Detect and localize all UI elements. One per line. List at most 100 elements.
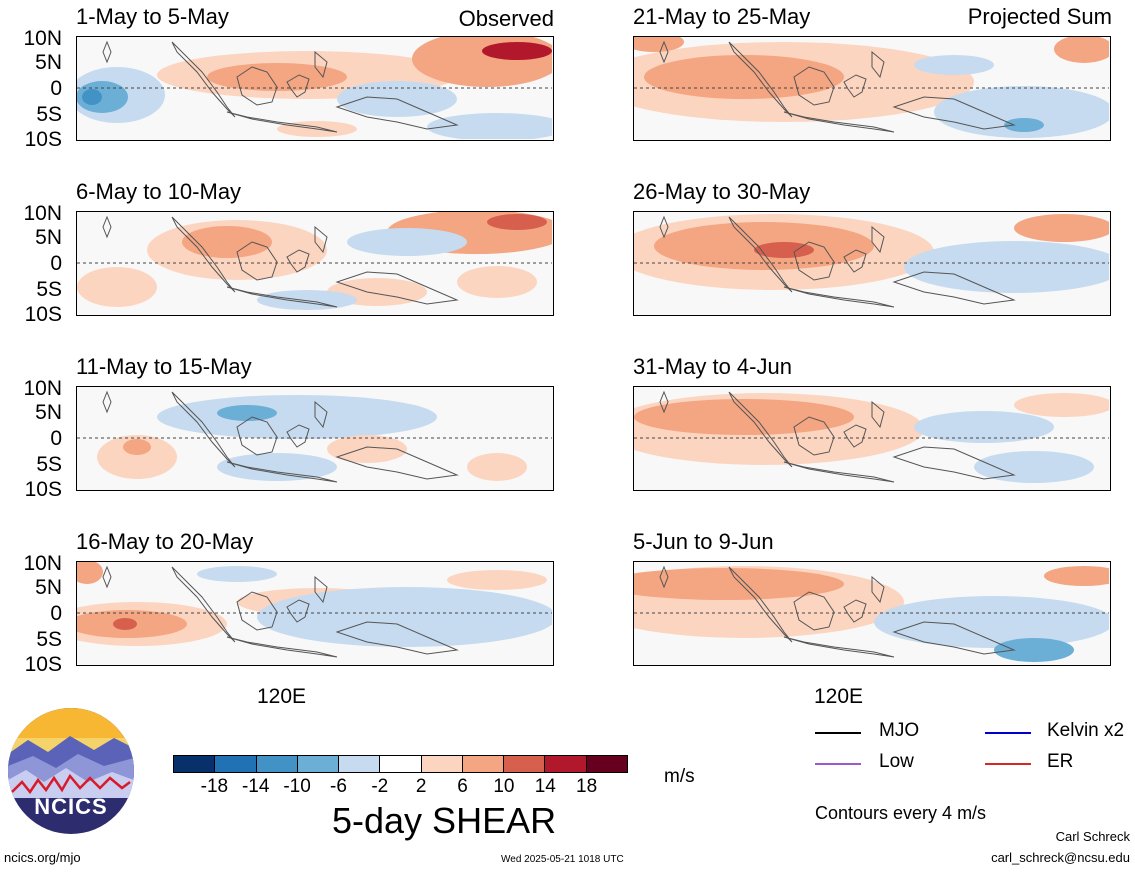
colorbar-tick-label: 14 bbox=[534, 776, 556, 797]
coastline bbox=[226, 111, 338, 133]
lat-label: 5N bbox=[35, 401, 62, 424]
coastline bbox=[226, 636, 338, 658]
lat-label: 10S bbox=[24, 478, 62, 501]
coastline bbox=[314, 50, 328, 79]
colorbar-swatch bbox=[461, 756, 504, 772]
coastline bbox=[659, 215, 669, 239]
legend-line-mjo bbox=[815, 732, 861, 734]
coastline bbox=[286, 424, 310, 448]
map-panel-5 bbox=[633, 36, 1111, 141]
observed-label: Observed bbox=[458, 6, 554, 31]
coastline bbox=[226, 286, 338, 308]
coastline bbox=[871, 575, 885, 604]
projected-sum-label: Projected Sum bbox=[967, 4, 1112, 29]
coastline bbox=[102, 40, 112, 64]
legend-line-low bbox=[815, 763, 861, 765]
coastline bbox=[843, 424, 867, 448]
coastline bbox=[783, 286, 895, 308]
coastline bbox=[226, 461, 338, 483]
coastline bbox=[102, 215, 112, 239]
coastline bbox=[171, 566, 236, 643]
map-panel-2 bbox=[76, 211, 554, 316]
colorbar-tick-label: -6 bbox=[330, 776, 347, 797]
lat-label: 5N bbox=[35, 51, 62, 74]
lat-label: 5S bbox=[36, 103, 62, 126]
lat-label: 10S bbox=[24, 128, 62, 151]
lat-label: 10N bbox=[23, 377, 62, 400]
coastline bbox=[728, 216, 793, 293]
map-panel-8 bbox=[633, 561, 1111, 666]
lon-label-left: 120E bbox=[257, 685, 307, 708]
lat-label: 10N bbox=[23, 552, 62, 575]
panel-title-3: 11-May to 15-May bbox=[76, 354, 252, 379]
colorbar-tick-label: -18 bbox=[200, 776, 229, 797]
colorbar-swatch bbox=[174, 756, 215, 772]
footer-email[interactable]: carl_schreck@ncsu.edu bbox=[991, 850, 1130, 865]
coastline bbox=[335, 96, 459, 130]
footer-author: Carl Schreck bbox=[1055, 829, 1130, 844]
coastline bbox=[892, 621, 1016, 655]
lat-label: 0 bbox=[50, 427, 62, 450]
lat-label: 10S bbox=[24, 303, 62, 326]
lat-label: 5N bbox=[35, 576, 62, 599]
colorbar-units: m/s bbox=[664, 766, 695, 787]
lat-label: 0 bbox=[50, 252, 62, 275]
coastline bbox=[335, 271, 459, 305]
colorbar-tick-label: 2 bbox=[415, 776, 427, 797]
coastline bbox=[871, 400, 885, 429]
coastline bbox=[793, 66, 835, 106]
coastline bbox=[286, 74, 310, 98]
lat-label: 0 bbox=[50, 77, 62, 100]
panel-title-8: 5-Jun to 9-Jun bbox=[633, 529, 774, 554]
coastline bbox=[871, 50, 885, 79]
colorbar-ticks: -18 -14 -10 -6 -2 2 6 10 14 18 bbox=[173, 776, 628, 800]
colorbar-swatch bbox=[338, 756, 380, 772]
colorbar-swatch bbox=[214, 756, 256, 772]
lon-label-right: 120E bbox=[814, 685, 864, 708]
map-panel-3 bbox=[76, 386, 554, 491]
legend-line-kelvin bbox=[985, 732, 1031, 734]
coastline bbox=[659, 390, 669, 414]
colorbar-tick-label: 10 bbox=[493, 776, 515, 797]
footer-url[interactable]: ncics.org/mjo bbox=[4, 850, 81, 865]
coastline bbox=[728, 566, 793, 643]
coastline bbox=[286, 249, 310, 273]
colorbar-swatch bbox=[503, 756, 545, 772]
colorbar-tick-label: 18 bbox=[576, 776, 598, 797]
colorbar-swatch bbox=[255, 756, 297, 772]
coastline bbox=[892, 96, 1016, 130]
lat-label: 10S bbox=[24, 653, 62, 676]
coastline bbox=[314, 575, 328, 604]
legend-label-mjo: MJO bbox=[879, 720, 920, 741]
coastline bbox=[783, 461, 895, 483]
lat-label: 0 bbox=[50, 602, 62, 625]
coastline bbox=[793, 241, 835, 281]
coastline bbox=[783, 111, 895, 133]
coastline bbox=[102, 565, 112, 589]
legend-label-er: ER bbox=[1047, 751, 1074, 772]
panel-title-1: 1-May to 5-May bbox=[76, 4, 229, 29]
colorbar bbox=[173, 755, 628, 773]
lat-label: 5S bbox=[36, 628, 62, 651]
colorbar-tick-label: -10 bbox=[283, 776, 311, 797]
panel-title-6: 26-May to 30-May bbox=[633, 179, 811, 204]
lat-label: 5S bbox=[36, 278, 62, 301]
legend-line-er bbox=[985, 763, 1031, 765]
legend-label-kelvin: Kelvin x2 bbox=[1047, 720, 1125, 741]
colorbar-tick-label: -2 bbox=[371, 776, 389, 797]
coastline bbox=[728, 391, 793, 468]
coastline bbox=[314, 400, 328, 429]
coastline bbox=[171, 216, 236, 293]
coastline bbox=[793, 591, 835, 631]
lat-label: 5N bbox=[35, 226, 62, 249]
coastline bbox=[728, 41, 793, 118]
coastline bbox=[871, 225, 885, 254]
colorbar-swatch bbox=[296, 756, 339, 772]
panel-title-2: 6-May to 10-May bbox=[76, 179, 242, 204]
coastline bbox=[892, 271, 1016, 305]
coastline bbox=[843, 599, 867, 623]
coastline bbox=[236, 416, 278, 456]
map-panel-4 bbox=[76, 561, 554, 666]
map-panel-6 bbox=[633, 211, 1111, 316]
coastline bbox=[335, 621, 459, 655]
